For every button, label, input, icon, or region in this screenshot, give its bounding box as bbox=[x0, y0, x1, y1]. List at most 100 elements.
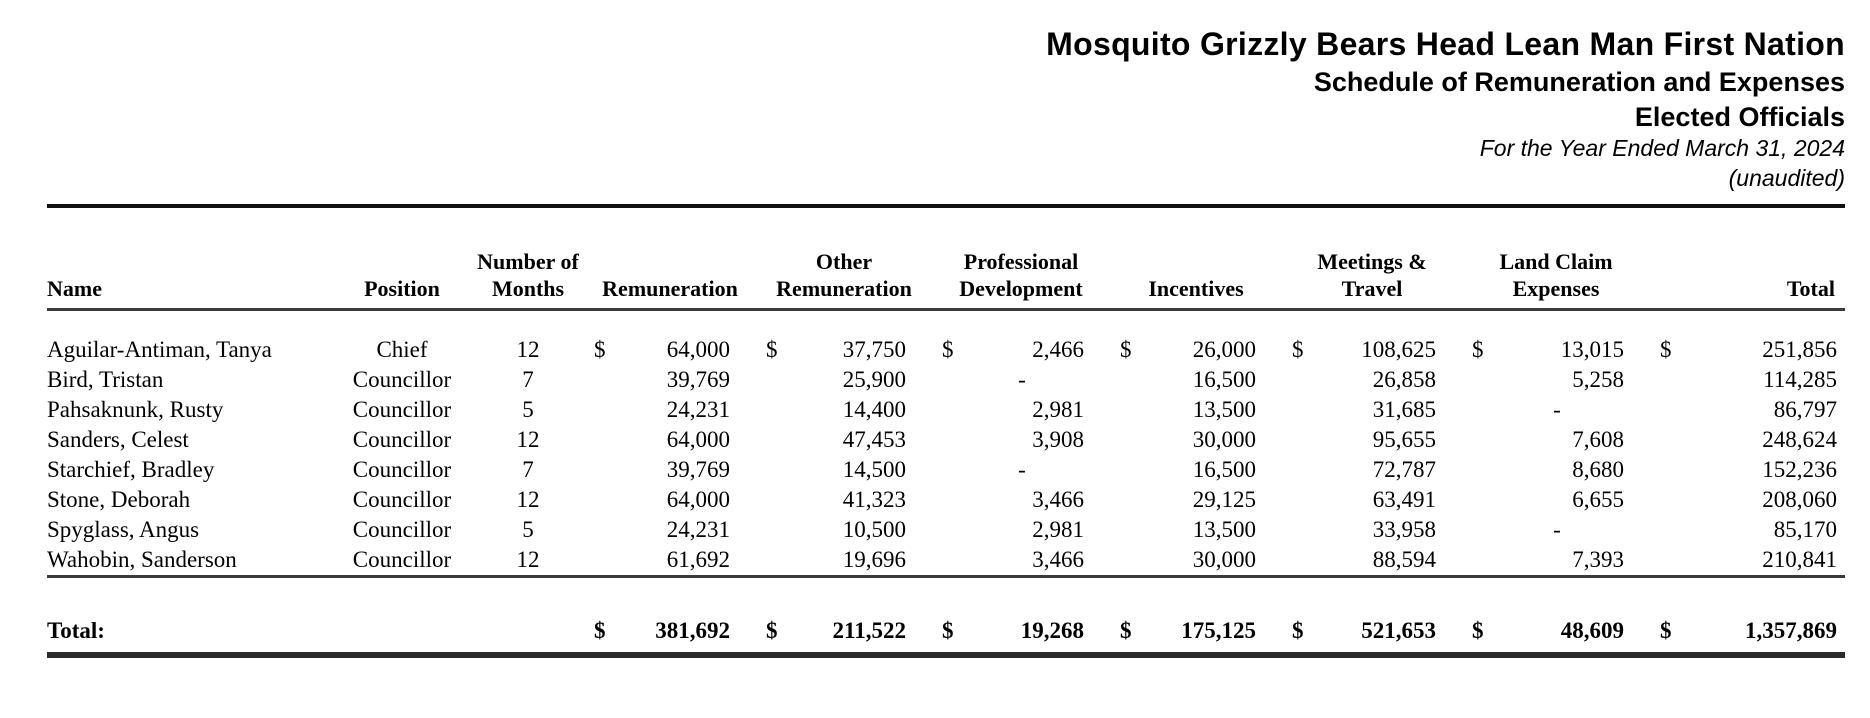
table-row: Aguilar-Antiman, Tanya Chief 12 $64,000 $37,… bbox=[47, 335, 1845, 365]
money-wrap: $521,653 bbox=[1282, 615, 1462, 647]
official-name: Bird, Tristan bbox=[47, 367, 164, 393]
money-cell: $13,015 bbox=[1462, 335, 1650, 365]
official-position: Councillor bbox=[352, 517, 452, 543]
column-header-total: Total bbox=[1650, 207, 1845, 311]
money-cell: $251,856 bbox=[1650, 335, 1845, 365]
money-cell: 24,231 bbox=[584, 395, 756, 425]
official-position: Councillor bbox=[352, 457, 452, 483]
money-value: 33,958 bbox=[1372, 517, 1436, 543]
column-header-land-claim-expenses: Land Claim Expenses bbox=[1462, 207, 1650, 311]
currency-symbol: $ bbox=[1660, 337, 1672, 363]
money-cell: - bbox=[1462, 515, 1650, 545]
money-wrap: 10,500 bbox=[756, 515, 932, 545]
money-cell: 208,060 bbox=[1650, 485, 1845, 515]
money-cell: 26,858 bbox=[1282, 365, 1462, 395]
remuneration-table: Name Position Number of Months Remunerat… bbox=[47, 207, 1845, 647]
money-wrap: 114,285 bbox=[1650, 365, 1845, 395]
money-cell: 3,466 bbox=[932, 545, 1110, 579]
total-label: Total: bbox=[47, 617, 105, 643]
money-cell: $1,357,869 bbox=[1650, 615, 1845, 647]
money-value: 64,000 bbox=[666, 337, 730, 363]
money-value: 19,696 bbox=[842, 547, 906, 573]
money-wrap: 13,500 bbox=[1110, 515, 1282, 545]
money-wrap: 6,655 bbox=[1462, 485, 1650, 515]
money-value: - bbox=[1553, 517, 1561, 543]
money-value: 13,015 bbox=[1560, 337, 1624, 363]
money-wrap: 64,000 bbox=[584, 485, 756, 515]
money-wrap: 25,900 bbox=[756, 365, 932, 395]
money-value: 30,000 bbox=[1192, 427, 1256, 453]
money-wrap: 41,323 bbox=[756, 485, 932, 515]
money-wrap: 86,797 bbox=[1650, 395, 1845, 425]
column-header-line: Expenses bbox=[1512, 276, 1600, 302]
official-name: Pahsaknunk, Rusty bbox=[47, 397, 224, 423]
column-header-remuneration: Remuneration bbox=[584, 207, 756, 311]
money-value: 37,750 bbox=[842, 337, 906, 363]
column-header-line: Remuneration bbox=[602, 276, 738, 302]
money-wrap: 208,060 bbox=[1650, 485, 1845, 515]
money-wrap: $26,000 bbox=[1110, 335, 1282, 365]
money-cell: 3,908 bbox=[932, 425, 1110, 455]
document-subtitle-officials: Elected Officials bbox=[1634, 101, 1845, 132]
official-name: Starchief, Bradley bbox=[47, 457, 215, 483]
official-position: Councillor bbox=[332, 545, 472, 579]
money-cell: 85,170 bbox=[1650, 515, 1845, 545]
money-wrap: 64,000 bbox=[584, 425, 756, 455]
money-cell: 5,258 bbox=[1462, 365, 1650, 395]
money-cell: 47,453 bbox=[756, 425, 932, 455]
money-cell: 2,981 bbox=[932, 515, 1110, 545]
money-wrap: 13,500 bbox=[1110, 395, 1282, 425]
money-cell: 95,655 bbox=[1282, 425, 1462, 455]
table-row: Starchief, Bradley Councillor 7 39,769 14,50… bbox=[47, 455, 1845, 485]
money-cell: 3,466 bbox=[932, 485, 1110, 515]
money-value: 108,625 bbox=[1361, 337, 1436, 363]
money-value: 114,285 bbox=[1763, 367, 1837, 393]
column-header-other-remuneration: Other Remuneration bbox=[756, 207, 932, 311]
table-row: Pahsaknunk, Rusty Councillor 5 24,231 14,400… bbox=[47, 395, 1845, 425]
money-value: 1,357,869 bbox=[1745, 617, 1837, 643]
money-wrap: $175,125 bbox=[1110, 615, 1282, 647]
money-value: 251,856 bbox=[1762, 337, 1837, 363]
table-body: Aguilar-Antiman, Tanya Chief 12 $64,000 $37,… bbox=[47, 309, 1845, 579]
months-value: 12 bbox=[516, 337, 540, 363]
official-name: Spyglass, Angus bbox=[47, 517, 200, 543]
money-cell: 30,000 bbox=[1110, 425, 1282, 455]
money-wrap: 95,655 bbox=[1282, 425, 1462, 455]
money-cell: 41,323 bbox=[756, 485, 932, 515]
months-value: 12 bbox=[472, 545, 584, 579]
official-position: Councillor bbox=[352, 397, 452, 423]
official-name: Sanders, Celest bbox=[47, 427, 189, 453]
money-value: 5,258 bbox=[1572, 367, 1624, 393]
months-value: 12 bbox=[516, 427, 540, 453]
money-value: 19,268 bbox=[1020, 617, 1084, 643]
money-value: 41,323 bbox=[842, 487, 906, 513]
currency-symbol: $ bbox=[766, 337, 778, 363]
money-value: 2,981 bbox=[1032, 517, 1084, 543]
money-cell: $26,000 bbox=[1110, 335, 1282, 365]
currency-symbol: $ bbox=[594, 617, 606, 643]
money-value: 63,491 bbox=[1372, 487, 1436, 513]
money-cell: 64,000 bbox=[584, 485, 756, 515]
money-value: 25,900 bbox=[842, 367, 906, 393]
money-cell: 210,841 bbox=[1650, 545, 1845, 579]
money-cell: 114,285 bbox=[1650, 365, 1845, 395]
money-wrap: 72,787 bbox=[1282, 455, 1462, 485]
column-header-line: Number of bbox=[477, 248, 579, 274]
money-value: 72,787 bbox=[1372, 457, 1436, 483]
money-value: 64,000 bbox=[666, 427, 730, 453]
official-position: Councillor bbox=[352, 367, 452, 393]
months-value: 7 bbox=[522, 457, 534, 483]
currency-symbol: $ bbox=[1292, 337, 1304, 363]
money-value: 175,125 bbox=[1181, 617, 1256, 643]
money-cell: 64,000 bbox=[584, 425, 756, 455]
money-value: 210,841 bbox=[1762, 547, 1837, 573]
money-wrap: 19,696 bbox=[756, 545, 932, 575]
money-value: 6,655 bbox=[1572, 487, 1624, 513]
money-wrap: 24,231 bbox=[584, 395, 756, 425]
column-header-line: Meetings & bbox=[1317, 248, 1427, 274]
money-wrap: 3,908 bbox=[932, 425, 1110, 455]
money-value: 7,608 bbox=[1572, 427, 1624, 453]
money-cell: $37,750 bbox=[756, 335, 932, 365]
money-cell: 39,769 bbox=[584, 455, 756, 485]
money-wrap: 26,858 bbox=[1282, 365, 1462, 395]
